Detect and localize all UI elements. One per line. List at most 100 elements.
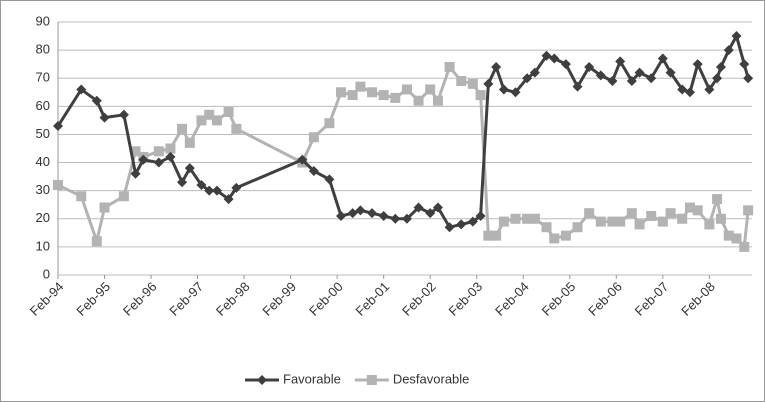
marker [715,213,726,224]
marker [211,115,222,126]
marker [491,61,502,72]
marker [231,182,242,193]
legend-label: Desfavorable [393,371,470,386]
marker [743,73,754,84]
marker [378,210,389,221]
marker [425,208,436,219]
marker [336,87,347,98]
marker [444,222,455,233]
marker [118,109,129,120]
y-tick-label: 10 [36,238,50,253]
marker [483,230,494,241]
marker [211,185,222,196]
marker [739,241,750,252]
marker [324,174,335,185]
marker [324,118,335,129]
y-tick-label: 0 [43,266,50,281]
marker [196,115,207,126]
marker [712,194,723,205]
marker [626,208,637,219]
marker [549,53,560,64]
legend-label: Favorable [283,371,341,386]
marker [626,76,637,87]
marker [739,59,750,70]
marker [91,95,102,106]
marker [432,95,443,106]
marker [646,73,657,84]
marker [529,213,540,224]
marker [425,84,436,95]
marker [665,208,676,219]
marker [677,84,688,95]
marker [456,219,467,230]
y-tick-label: 30 [36,182,50,197]
marker [390,213,401,224]
marker [646,210,657,221]
marker [731,31,742,42]
marker [130,146,141,157]
marker [657,216,668,227]
marker [99,202,110,213]
marker [347,90,358,101]
marker [153,157,164,168]
marker [401,84,412,95]
marker [308,165,319,176]
marker [378,90,389,101]
marker [177,123,188,134]
series [53,31,754,233]
marker [615,56,626,67]
y-tick-label: 20 [36,210,50,225]
marker [118,191,129,202]
marker [467,78,478,89]
marker [204,185,215,196]
marker [355,205,366,216]
y-tick-label: 80 [36,42,50,57]
marker [76,84,87,95]
marker [498,216,509,227]
marker [634,219,645,230]
marker [572,81,583,92]
marker [91,236,102,247]
marker [560,230,571,241]
marker [231,123,242,134]
marker [297,154,308,165]
marker [196,180,207,191]
marker [456,76,467,87]
marker [184,137,195,148]
marker [257,375,267,385]
marker [595,216,606,227]
marker [541,50,552,61]
marker [138,154,149,165]
marker [677,213,688,224]
marker [607,76,618,87]
marker [498,84,509,95]
marker [336,210,347,221]
marker [665,67,676,78]
marker [165,143,176,154]
marker [572,222,583,233]
marker [401,213,412,224]
marker [607,216,618,227]
marker [76,191,87,202]
marker [184,163,195,174]
marker [522,213,533,224]
marker [529,67,540,78]
marker [475,210,486,221]
marker [177,177,188,188]
marker [704,219,715,230]
marker [634,67,645,78]
marker [560,59,571,70]
marker [692,59,703,70]
marker [712,73,723,84]
marker [413,202,424,213]
marker [467,216,478,227]
marker [704,84,715,95]
marker [715,61,726,72]
marker [510,87,521,98]
marker [355,81,366,92]
y-tick-label: 90 [36,13,50,28]
marker [723,45,734,56]
y-tick-label: 50 [36,126,50,141]
marker [347,208,358,219]
